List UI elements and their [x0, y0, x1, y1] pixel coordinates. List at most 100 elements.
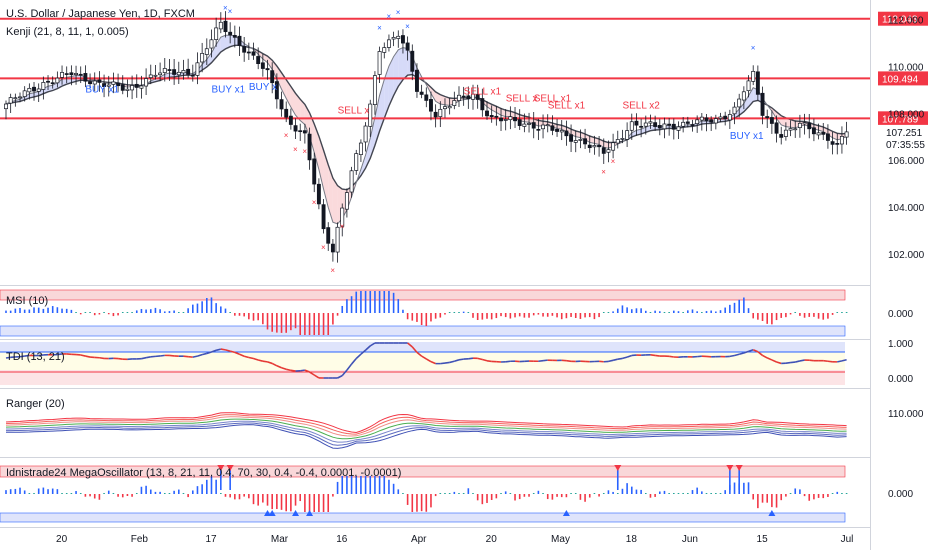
candle[interactable]: [302, 123, 307, 144]
candle[interactable]: [55, 71, 60, 88]
candle[interactable]: [471, 84, 475, 110]
candle[interactable]: [218, 12, 223, 34]
candle[interactable]: [32, 81, 36, 101]
candle[interactable]: [508, 106, 513, 130]
tdi-title[interactable]: TDI (13, 21): [6, 351, 65, 363]
candle[interactable]: [676, 121, 681, 140]
candle[interactable]: [527, 112, 531, 133]
candle[interactable]: [536, 118, 541, 140]
candle[interactable]: [601, 138, 606, 164]
candle[interactable]: [415, 63, 419, 98]
candle[interactable]: [4, 100, 8, 120]
candle[interactable]: [78, 66, 83, 84]
candle[interactable]: [111, 72, 116, 94]
candle[interactable]: [816, 123, 821, 140]
candle[interactable]: [358, 139, 363, 162]
candle[interactable]: [405, 36, 410, 61]
candle[interactable]: [531, 112, 536, 139]
candle[interactable]: [447, 97, 452, 115]
candle[interactable]: [148, 64, 153, 85]
candle[interactable]: [639, 118, 644, 138]
candle[interactable]: [64, 66, 69, 84]
candle[interactable]: [517, 109, 522, 130]
candle[interactable]: [494, 106, 499, 126]
candle[interactable]: [251, 42, 256, 60]
candle[interactable]: [204, 38, 209, 66]
candlestick-series[interactable]: [4, 11, 849, 263]
candle[interactable]: [709, 116, 714, 131]
candle[interactable]: [466, 86, 471, 109]
candle[interactable]: [704, 113, 709, 132]
candle[interactable]: [480, 88, 485, 117]
candle[interactable]: [246, 42, 251, 60]
candle[interactable]: [386, 34, 391, 52]
candle[interactable]: [293, 118, 298, 140]
candle[interactable]: [36, 83, 41, 102]
candle[interactable]: [732, 102, 737, 125]
candle[interactable]: [825, 124, 830, 149]
candle[interactable]: [139, 75, 144, 99]
candle[interactable]: [209, 29, 214, 58]
candle[interactable]: [200, 42, 205, 73]
candle[interactable]: [419, 84, 424, 99]
candle[interactable]: [550, 115, 555, 136]
candle[interactable]: [195, 52, 200, 85]
candle[interactable]: [461, 86, 466, 106]
candle[interactable]: [522, 113, 527, 133]
candle[interactable]: [821, 122, 826, 141]
candle[interactable]: [102, 74, 107, 98]
candle[interactable]: [237, 26, 242, 56]
candle[interactable]: [485, 101, 489, 120]
candle[interactable]: [545, 114, 550, 133]
candle[interactable]: [634, 113, 639, 136]
candle[interactable]: [368, 99, 373, 137]
candle[interactable]: [783, 122, 788, 141]
time-axis[interactable]: 20 Feb 17 Mar 16 Apr 20 May 18 Jun 15 Jul: [56, 534, 853, 545]
candle[interactable]: [8, 93, 13, 114]
candle[interactable]: [307, 127, 312, 170]
candle[interactable]: [690, 119, 695, 132]
candle[interactable]: [288, 108, 293, 130]
candle[interactable]: [597, 135, 602, 157]
candle[interactable]: [811, 118, 816, 142]
candle[interactable]: [513, 106, 517, 129]
candle[interactable]: [741, 86, 746, 110]
candle[interactable]: [130, 75, 135, 100]
candle[interactable]: [559, 120, 564, 141]
candle[interactable]: [279, 91, 284, 117]
candle[interactable]: [443, 98, 447, 118]
candle[interactable]: [401, 29, 405, 54]
mega-oscillator-pane[interactable]: Idnistrade24 MegaOscillator (13, 8, 21, …: [0, 465, 913, 523]
candle[interactable]: [172, 59, 177, 85]
candle[interactable]: [232, 25, 237, 48]
candle[interactable]: [340, 203, 345, 237]
candle[interactable]: [256, 47, 261, 70]
candle[interactable]: [265, 59, 270, 80]
candle[interactable]: [69, 65, 74, 86]
candle[interactable]: [228, 22, 233, 44]
ranger-pane[interactable]: Ranger (20) 110.000: [5, 398, 924, 449]
candle[interactable]: [788, 120, 793, 137]
candle[interactable]: [452, 91, 457, 110]
candle[interactable]: [727, 109, 732, 129]
candle[interactable]: [88, 73, 93, 88]
candle[interactable]: [653, 115, 658, 131]
candle[interactable]: [657, 118, 662, 136]
candle[interactable]: [190, 64, 195, 82]
candle[interactable]: [611, 133, 616, 159]
candle[interactable]: [162, 57, 167, 82]
candle[interactable]: [382, 42, 387, 59]
candle[interactable]: [298, 123, 303, 141]
candle[interactable]: [396, 30, 401, 48]
candle[interactable]: [569, 124, 574, 152]
candle[interactable]: [83, 65, 88, 88]
candle[interactable]: [489, 105, 494, 123]
candle[interactable]: [615, 130, 620, 149]
candle[interactable]: [830, 131, 835, 155]
candle[interactable]: [176, 61, 181, 84]
candle[interactable]: [592, 135, 597, 155]
candle[interactable]: [433, 104, 438, 128]
candle[interactable]: [372, 71, 377, 115]
candle[interactable]: [354, 149, 359, 175]
